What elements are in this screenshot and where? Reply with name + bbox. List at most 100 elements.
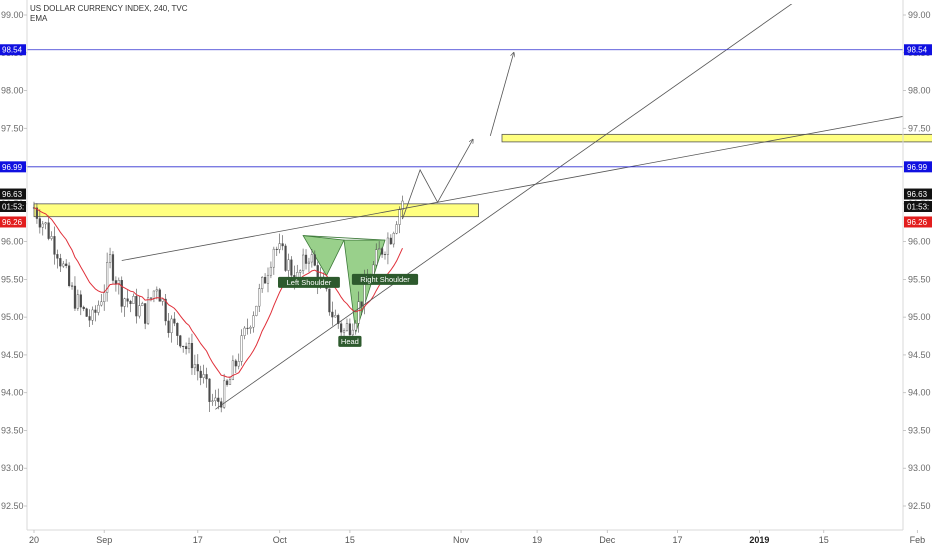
candle xyxy=(304,249,308,270)
price-badge-left-text: 96.99 xyxy=(2,163,23,172)
candle-body xyxy=(249,326,252,329)
candle xyxy=(287,253,290,281)
candle-body xyxy=(255,305,258,316)
price-badge-right-bg xyxy=(904,200,932,212)
supply-demand-zone-2[interactable] xyxy=(501,133,932,143)
candle-body xyxy=(383,254,387,256)
arrow-layer xyxy=(402,53,514,220)
candle-body xyxy=(252,315,255,328)
x-tick-label: 17 xyxy=(672,535,682,545)
candle-body xyxy=(351,329,354,336)
candle-body xyxy=(223,380,226,408)
supply-demand-zone-1[interactable] xyxy=(33,203,480,218)
candle xyxy=(85,307,88,317)
candle-body xyxy=(337,315,340,324)
candle-body xyxy=(392,233,395,245)
candle xyxy=(35,203,39,224)
candle-body xyxy=(65,263,68,266)
price-badge-left-text: 96.26 xyxy=(2,218,23,227)
candle-body xyxy=(155,289,158,292)
price-badge-left-bg xyxy=(0,188,26,200)
price-badge-left-text: 96.63 xyxy=(2,190,23,199)
candle-body xyxy=(53,236,56,255)
candle-body xyxy=(246,327,249,329)
y-tick-label-right: 93.00 xyxy=(908,463,931,473)
candle-body xyxy=(304,254,308,264)
y-tick-label-left: 94.50 xyxy=(1,350,24,360)
candle xyxy=(100,293,103,307)
candle xyxy=(357,291,360,333)
y-tick-label-left: 99.00 xyxy=(1,10,24,20)
candle xyxy=(378,241,381,250)
candle xyxy=(272,246,275,275)
candle-body xyxy=(132,296,135,304)
y-tick-label-right: 94.50 xyxy=(908,350,931,360)
candle xyxy=(67,262,71,288)
candle xyxy=(240,329,243,366)
y-tick-label-right: 95.00 xyxy=(908,312,931,322)
y-tick-label-left: 92.50 xyxy=(1,501,24,511)
candle xyxy=(217,388,220,410)
candle xyxy=(281,235,284,251)
candle xyxy=(202,364,205,384)
candle xyxy=(340,321,343,338)
projection-arrow-2[interactable] xyxy=(489,53,513,137)
time-axis[interactable]: 20Sep17Oct15Nov19Dec17201915Feb18 xyxy=(29,530,932,545)
candle-body xyxy=(41,223,44,228)
candle-body xyxy=(284,245,287,271)
candle xyxy=(214,389,217,407)
candle xyxy=(53,226,56,265)
candle-body xyxy=(35,207,39,219)
candle xyxy=(158,287,161,302)
candle xyxy=(44,221,47,230)
candle xyxy=(275,246,278,257)
price-badge-right-text: 01:53: xyxy=(907,202,929,211)
candle xyxy=(82,305,85,312)
candle-body xyxy=(123,298,126,307)
trendline-1[interactable] xyxy=(215,0,829,410)
candle-body xyxy=(70,285,74,287)
candle xyxy=(234,358,237,374)
projection-arrow-1[interactable] xyxy=(402,140,473,220)
pattern-annotation-1[interactable]: Left Shoulder xyxy=(278,276,340,288)
y-tick-label-left: 96.00 xyxy=(1,237,24,247)
candle xyxy=(144,303,147,330)
candle xyxy=(106,252,109,302)
candle xyxy=(108,247,112,269)
pattern-annotation-3[interactable]: Head xyxy=(338,335,362,347)
candle xyxy=(395,221,398,235)
price-badge-right-text: 96.63 xyxy=(907,190,928,199)
candle xyxy=(290,256,293,279)
candle xyxy=(97,300,100,316)
candle-body xyxy=(313,254,316,266)
candle xyxy=(345,318,349,332)
candle xyxy=(225,379,229,387)
candle xyxy=(380,247,384,258)
ema-line xyxy=(33,207,403,378)
candle xyxy=(243,326,246,340)
candle-body xyxy=(100,301,103,306)
candle xyxy=(383,251,387,260)
candle-body xyxy=(334,315,337,318)
candle-body xyxy=(184,346,188,350)
trendline-2[interactable] xyxy=(121,29,932,261)
candle xyxy=(398,206,401,234)
candle-body xyxy=(263,277,267,284)
x-tick-label: 15 xyxy=(819,535,829,545)
x-tick-label: Nov xyxy=(453,535,470,545)
trendline-layer xyxy=(121,0,932,410)
candle xyxy=(76,289,79,311)
candle xyxy=(182,345,185,353)
candle xyxy=(278,233,281,254)
y-tick-label-right: 92.50 xyxy=(908,501,931,511)
candle xyxy=(354,320,357,335)
pattern-annotation-2[interactable]: Right Shoulder xyxy=(351,273,419,285)
candle-body xyxy=(62,263,65,267)
candle-body xyxy=(272,248,275,268)
candle-body xyxy=(190,343,194,369)
annotation-box xyxy=(338,335,362,347)
candle xyxy=(120,276,123,313)
candle-body xyxy=(258,288,261,307)
